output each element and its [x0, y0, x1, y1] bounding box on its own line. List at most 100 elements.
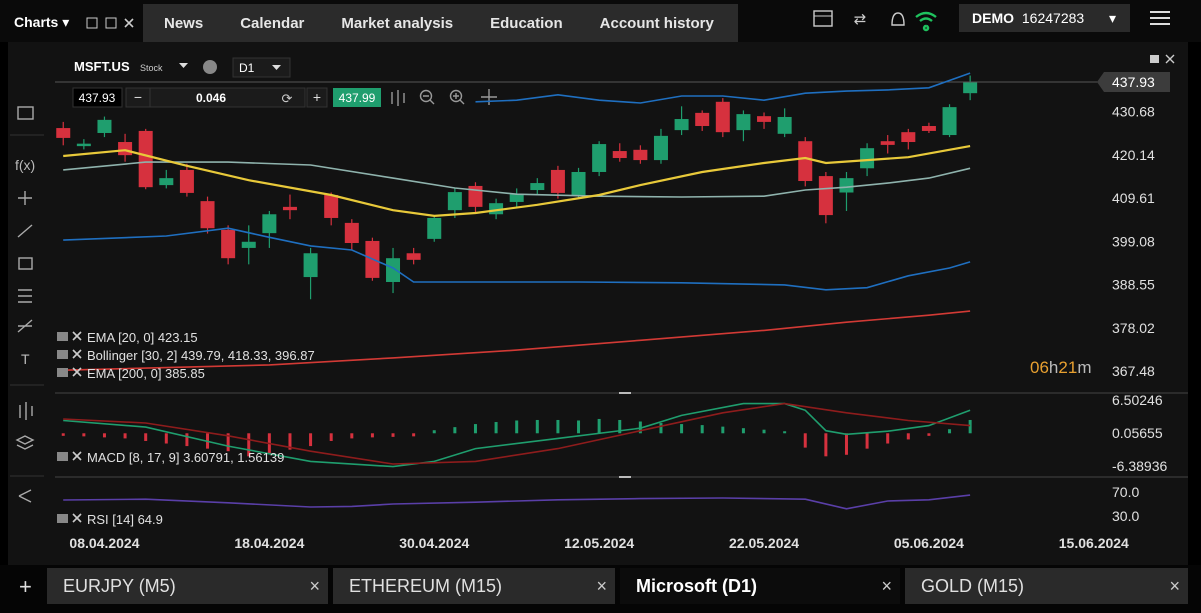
menu-icon[interactable]: [1150, 10, 1172, 26]
tab-label[interactable]: EURJPY (M5): [63, 576, 176, 596]
histogram-bar: [123, 433, 127, 439]
countdown-part: h: [1049, 358, 1058, 377]
chart-tools[interactable]: [391, 89, 497, 106]
dropdown[interactable]: [179, 63, 188, 68]
tab-active[interactable]: Microsoft (D1) ×: [620, 568, 900, 604]
window-icons[interactable]: [86, 16, 140, 30]
legend-icon: [57, 350, 68, 359]
legend-remove: [72, 331, 82, 341]
plus-button[interactable]: +: [313, 89, 321, 105]
info-icon[interactable]: [203, 60, 217, 74]
histogram-bar: [226, 433, 230, 452]
candle-body: [427, 217, 442, 239]
candle-body: [386, 258, 401, 282]
histogram-bar: [618, 419, 622, 434]
tool-icon[interactable]: [18, 191, 32, 205]
nav-tab[interactable]: Market analysis: [341, 14, 454, 32]
histogram-bar: [783, 431, 787, 434]
histogram-bar: [886, 433, 890, 444]
candle-body: [963, 81, 978, 94]
tool-text[interactable]: T: [21, 351, 30, 367]
y-tick-label: 70.0: [1112, 484, 1139, 500]
indicator-legend: Bollinger [30, 2] 439.79, 418.33, 396.87: [87, 348, 315, 363]
symbol-kind: Stock: [140, 63, 163, 73]
histogram-bar: [82, 433, 86, 437]
symbol[interactable]: MSFT.US: [74, 59, 130, 74]
tab-label[interactable]: ETHEREUM (M15): [349, 576, 503, 596]
tool-icon[interactable]: [17, 224, 33, 238]
timeframe[interactable]: D1: [239, 61, 255, 75]
legend-icon: [57, 368, 68, 377]
nav-tab[interactable]: Account history: [599, 14, 714, 32]
legend-remove: [72, 367, 82, 377]
chart-panel: [8, 42, 1188, 565]
charts-menu[interactable]: Charts ▾: [14, 14, 70, 30]
top-bar: Charts ▾ News Calendar Market analysis E…: [0, 0, 1201, 42]
window-controls[interactable]: [1150, 54, 1175, 64]
tool-icon[interactable]: [19, 402, 33, 420]
chart: f(x) T MSFT.US Stock D1 437.93 − 0.046 ⟳…: [10, 54, 1188, 551]
y-tick-label: 367.48: [1112, 363, 1155, 379]
candle-body: [592, 144, 607, 172]
countdown-part: 21: [1058, 358, 1077, 377]
candle-body: [282, 206, 297, 211]
buy-box[interactable]: [333, 88, 381, 107]
histogram-bar: [700, 425, 704, 434]
candle-body: [138, 130, 153, 188]
x-tick-label: 30.04.2024: [399, 535, 469, 551]
histogram-bar: [844, 433, 848, 455]
y-tick-label: 388.55: [1112, 277, 1155, 293]
refresh-icon[interactable]: ⟳: [282, 91, 293, 106]
indicator-legend: RSI [14] 64.9: [87, 512, 163, 527]
minus-button[interactable]: −: [134, 89, 142, 105]
candle-body: [777, 116, 792, 134]
indicator-legend: EMA [200, 0] 385.85: [87, 366, 205, 381]
y-tick-label: 0.05655: [1112, 425, 1163, 441]
tab-label[interactable]: GOLD (M15): [921, 576, 1025, 596]
indicator-line: [63, 161, 971, 198]
buy-price[interactable]: 437.99: [339, 91, 376, 105]
tab[interactable]: ETHEREUM (M15) ×: [333, 568, 615, 604]
indicator-legend: MACD [8, 17, 9] 3.60791, 1.56139: [87, 450, 284, 465]
tool-icon[interactable]: [15, 435, 35, 450]
nav-tab[interactable]: News: [164, 14, 204, 32]
charts-label[interactable]: Charts: [14, 14, 59, 30]
tab[interactable]: GOLD (M15) ×: [905, 568, 1188, 604]
histogram-bar: [494, 422, 498, 434]
x-tick-label: 12.05.2024: [564, 535, 634, 551]
volume-box[interactable]: [149, 87, 306, 108]
account-box[interactable]: DEMO 16247283 ▾: [959, 4, 1130, 32]
indicator-line: [63, 227, 971, 291]
indicator-line: [475, 72, 971, 104]
nav-tab[interactable]: Education: [490, 14, 563, 32]
add-tab[interactable]: +: [19, 574, 32, 599]
timeframe-box[interactable]: [232, 57, 291, 78]
tool-icon[interactable]: [18, 257, 33, 270]
candle-body: [76, 143, 91, 147]
candle-body: [344, 222, 359, 243]
candle-body: [921, 126, 936, 131]
tab[interactable]: EURJPY (M5) ×: [47, 568, 328, 604]
histogram-bar: [824, 433, 828, 457]
account-type: DEMO: [972, 10, 1014, 26]
tool-icon[interactable]: [17, 319, 33, 333]
tool-fx[interactable]: f(x): [15, 157, 35, 173]
histogram-bar: [61, 433, 65, 436]
tool-icon[interactable]: [18, 489, 32, 503]
dropdown[interactable]: [272, 65, 281, 70]
candle-body: [97, 119, 112, 133]
status-icons[interactable]: ⇄: [810, 8, 950, 32]
nav-tab[interactable]: Calendar: [240, 14, 305, 32]
tab-label[interactable]: Microsoft (D1): [636, 576, 757, 596]
y-tick-label: 378.02: [1112, 320, 1155, 336]
sell-box[interactable]: [72, 87, 123, 108]
candle-body: [550, 169, 565, 193]
volume[interactable]: 0.046: [196, 91, 226, 105]
plus-box[interactable]: [306, 87, 328, 108]
histogram-bar: [948, 429, 952, 434]
sell-price[interactable]: 437.93: [79, 91, 116, 105]
candle-body: [715, 101, 730, 133]
tool-icon[interactable]: [17, 106, 34, 120]
tool-icon[interactable]: [18, 289, 32, 303]
